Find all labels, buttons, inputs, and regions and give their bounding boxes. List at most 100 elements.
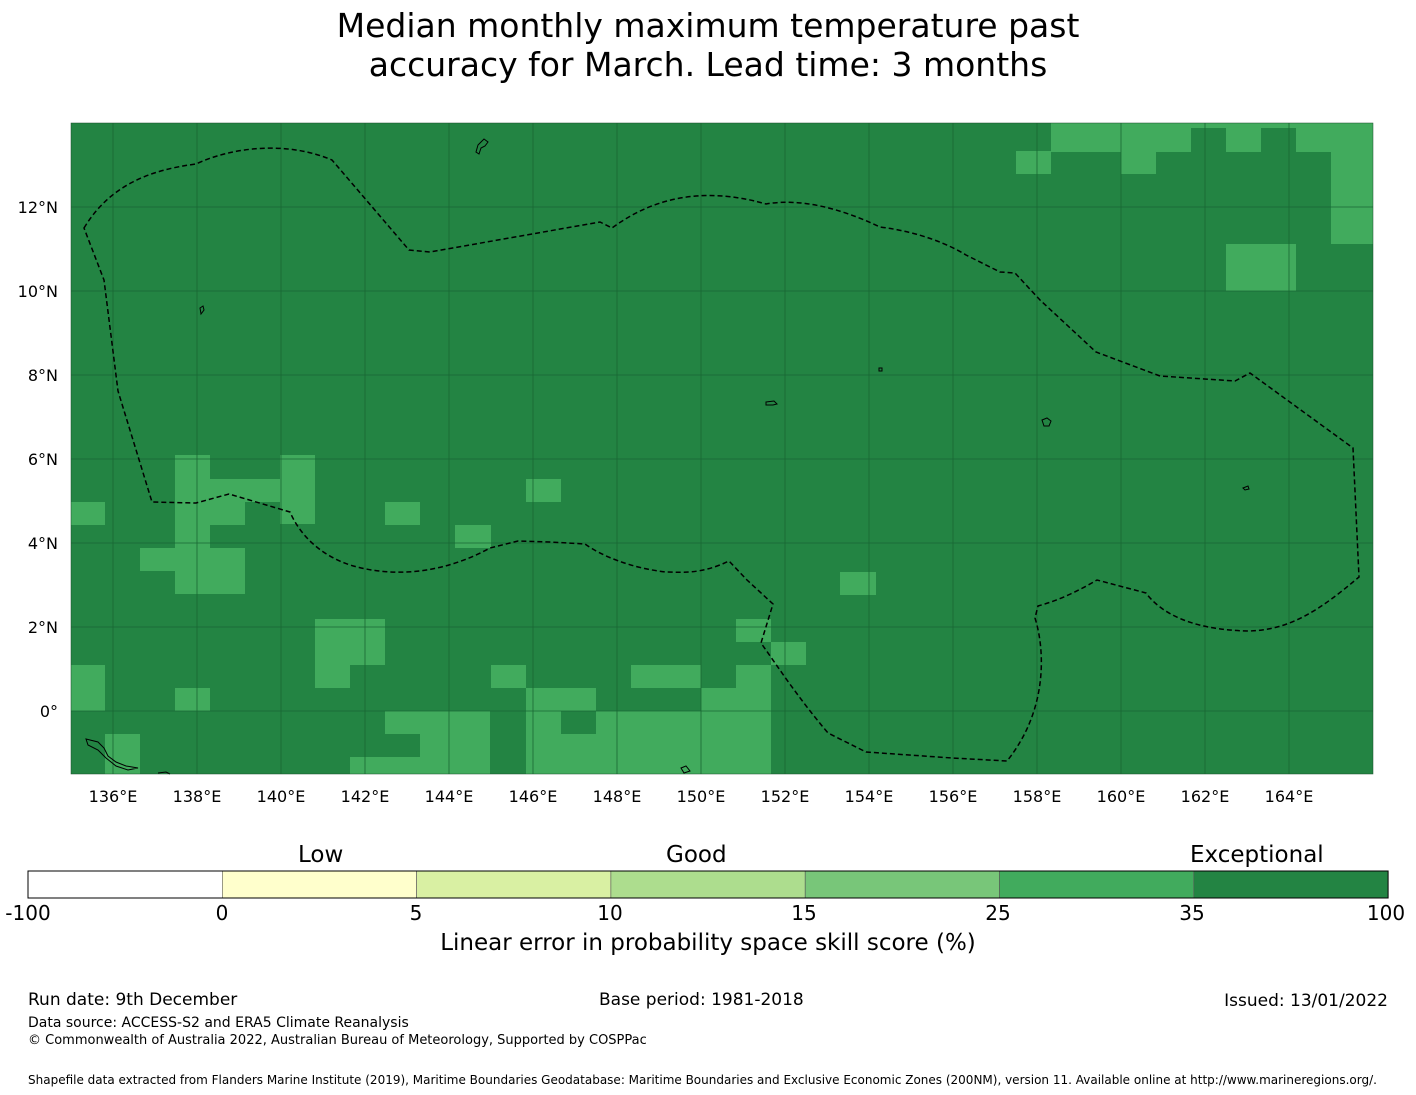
skill-patch — [771, 642, 806, 665]
longitude-label: 158°E — [1013, 787, 1062, 806]
longitude-label: 160°E — [1097, 787, 1146, 806]
longitude-label: 146°E — [509, 787, 558, 806]
skill-patch — [526, 711, 561, 774]
colorbar-segment — [222, 870, 417, 899]
map-gridlines — [71, 123, 1373, 774]
skill-patch — [736, 619, 771, 642]
category-good: Good — [666, 842, 727, 868]
map-background — [71, 123, 1373, 774]
longitude-label: 136°E — [89, 787, 138, 806]
colorbar-segment — [1193, 870, 1389, 899]
skill-patch — [1296, 123, 1373, 152]
colorbar-frame — [27, 870, 1389, 899]
skill-patch — [526, 688, 596, 711]
longitude-label: 148°E — [593, 787, 642, 806]
latitude-label: 4°N — [28, 534, 58, 553]
skill-patch — [280, 455, 315, 524]
eez-boundary — [83, 147, 1360, 762]
island-kwajalein — [1041, 417, 1052, 427]
map-frame — [70, 122, 1374, 775]
colorbar-tick-label: 0 — [215, 901, 229, 925]
skill-patch — [1226, 244, 1296, 291]
colorbar-segment — [610, 870, 806, 899]
chart-title: Median monthly maximum temperature past … — [0, 6, 1416, 84]
skill-patch — [210, 479, 280, 502]
colorbar-tick-label: 100 — [1366, 901, 1406, 925]
latitude-label: 12°N — [18, 198, 58, 217]
latitude-label: 2°N — [28, 618, 58, 637]
skill-patch — [1016, 151, 1051, 174]
shapefile-credit: Shapefile data extracted from Flanders M… — [28, 1073, 1377, 1087]
title-line-2: accuracy for March. Lead time: 3 months — [368, 45, 1048, 84]
island-small-south — [680, 765, 691, 774]
skill-patch — [140, 548, 175, 571]
title-line-1: Median monthly maximum temperature past — [336, 6, 1080, 45]
latitude-label: 0° — [40, 702, 58, 721]
skill-patch — [561, 734, 596, 774]
latitude-labels: 12°N 10°N 8°N 6°N 4°N 2°N 0° — [18, 198, 58, 721]
longitude-label: 164°E — [1265, 787, 1314, 806]
skill-patch — [71, 502, 105, 525]
skill-patches — [71, 123, 1373, 774]
skill-patch — [455, 525, 491, 548]
island-chuuk — [765, 400, 778, 406]
skill-patch — [1121, 123, 1191, 152]
skill-patch — [1051, 123, 1121, 152]
longitude-label: 152°E — [761, 787, 810, 806]
island-guam — [475, 138, 489, 155]
skill-patch — [1331, 151, 1373, 244]
colorbar-segment — [416, 870, 612, 899]
colorbar-segment — [999, 870, 1195, 899]
colorbar-tick-label: -100 — [5, 901, 51, 925]
island-yap — [199, 305, 205, 316]
category-exceptional: Exceptional — [1190, 842, 1324, 868]
skill-patch — [350, 619, 385, 665]
issued-date: Issued: 13/01/2022 — [1224, 991, 1388, 1011]
latitude-label: 10°N — [18, 282, 58, 301]
longitude-label: 144°E — [425, 787, 474, 806]
skill-patch — [385, 502, 420, 525]
skill-patch — [210, 548, 245, 594]
island-palau — [85, 738, 139, 771]
longitude-label: 140°E — [257, 787, 306, 806]
longitude-label: 138°E — [173, 787, 222, 806]
longitude-label: 154°E — [845, 787, 894, 806]
skill-patch — [210, 502, 245, 525]
skill-patch — [596, 711, 701, 774]
skill-patch — [420, 734, 490, 774]
colorbar — [27, 870, 1389, 899]
latitude-label: 6°N — [28, 450, 58, 469]
run-date: Run date: 9th December — [28, 990, 238, 1010]
skill-patch — [175, 455, 210, 594]
colorbar-tick-label: 10 — [597, 901, 623, 925]
longitude-label: 162°E — [1181, 787, 1230, 806]
colorbar-tick-label: 25 — [985, 901, 1011, 925]
longitude-label: 156°E — [929, 787, 978, 806]
skill-patch — [385, 711, 490, 734]
skill-patch — [526, 479, 561, 502]
longitude-label: 142°E — [341, 787, 390, 806]
skill-patch — [175, 688, 210, 711]
colorbar-segment — [27, 870, 223, 899]
skill-patch — [350, 757, 420, 774]
base-period: Base period: 1981-2018 — [599, 990, 804, 1010]
skill-patch — [1226, 123, 1261, 152]
skill-patch — [701, 688, 736, 774]
skill-patch — [736, 665, 771, 774]
skill-patch — [491, 665, 526, 688]
latitude-label: 8°N — [28, 366, 58, 385]
island-pohnpei — [878, 367, 883, 372]
skill-patch — [71, 665, 105, 711]
skill-patch — [1261, 123, 1296, 128]
island-small-west — [157, 771, 171, 775]
skill-patch — [315, 619, 350, 688]
colorbar-tick-label: 15 — [791, 901, 817, 925]
colorbar-title: Linear error in probability space skill … — [440, 930, 976, 956]
colorbar-segment — [804, 870, 1000, 899]
skill-patch — [1121, 151, 1156, 174]
longitude-label: 150°E — [677, 787, 726, 806]
longitude-labels: 136°E 138°E 140°E 142°E 144°E 146°E 148°E 150°E… — [89, 787, 1314, 806]
colorbar-tick-label: 5 — [409, 901, 423, 925]
skill-patch — [840, 572, 876, 595]
